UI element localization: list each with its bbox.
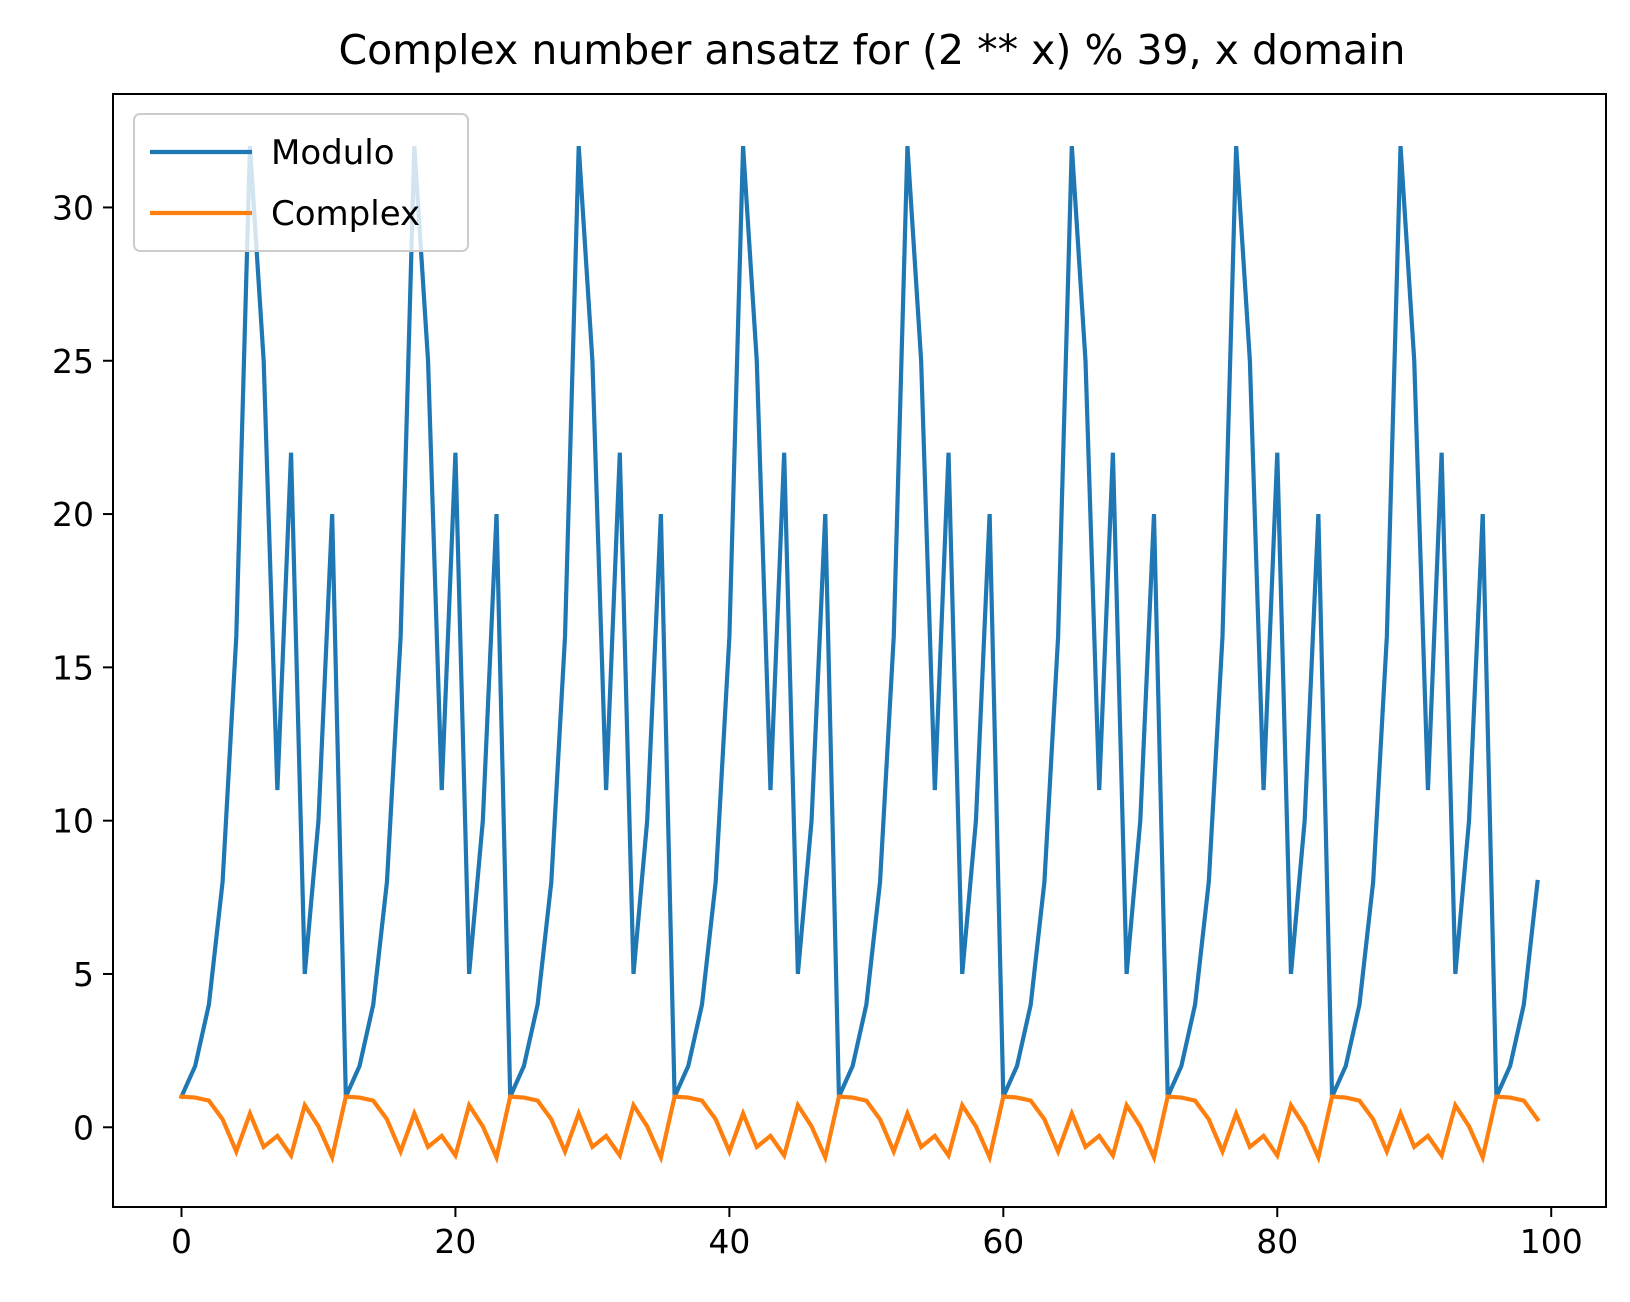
series-line-complex	[179, 1094, 1541, 1164]
x-tick-label: 20	[434, 1222, 476, 1261]
y-tick-label: 30	[52, 188, 94, 227]
legend: Modulo Complex	[133, 113, 469, 252]
legend-box	[133, 113, 469, 252]
legend-label-complex: Complex	[271, 194, 420, 234]
x-tick-label: 100	[1520, 1222, 1583, 1261]
y-tick-label: 20	[52, 495, 94, 534]
y-tick-label: 25	[52, 342, 94, 381]
series-line-modulo	[178, 145, 1540, 1100]
x-tick-label: 0	[171, 1222, 192, 1261]
axes-frame	[112, 93, 1607, 1208]
axes: 0 20 40 60 80 100 0 5 10 15 20 25 30	[52, 93, 1607, 1261]
x-tick-label: 80	[1256, 1222, 1298, 1261]
y-tick-label: 15	[52, 648, 94, 687]
y-tick-label: 0	[73, 1108, 94, 1147]
y-tick-label: 5	[73, 955, 94, 994]
x-tick-label: 60	[982, 1222, 1024, 1261]
chart-title: Complex number ansatz for (2 ** x) % 39,…	[338, 26, 1405, 74]
x-tick-label: 40	[708, 1222, 750, 1261]
plot-area	[178, 145, 1541, 1164]
legend-label-modulo: Modulo	[271, 133, 395, 173]
y-tick-label: 10	[52, 802, 94, 841]
